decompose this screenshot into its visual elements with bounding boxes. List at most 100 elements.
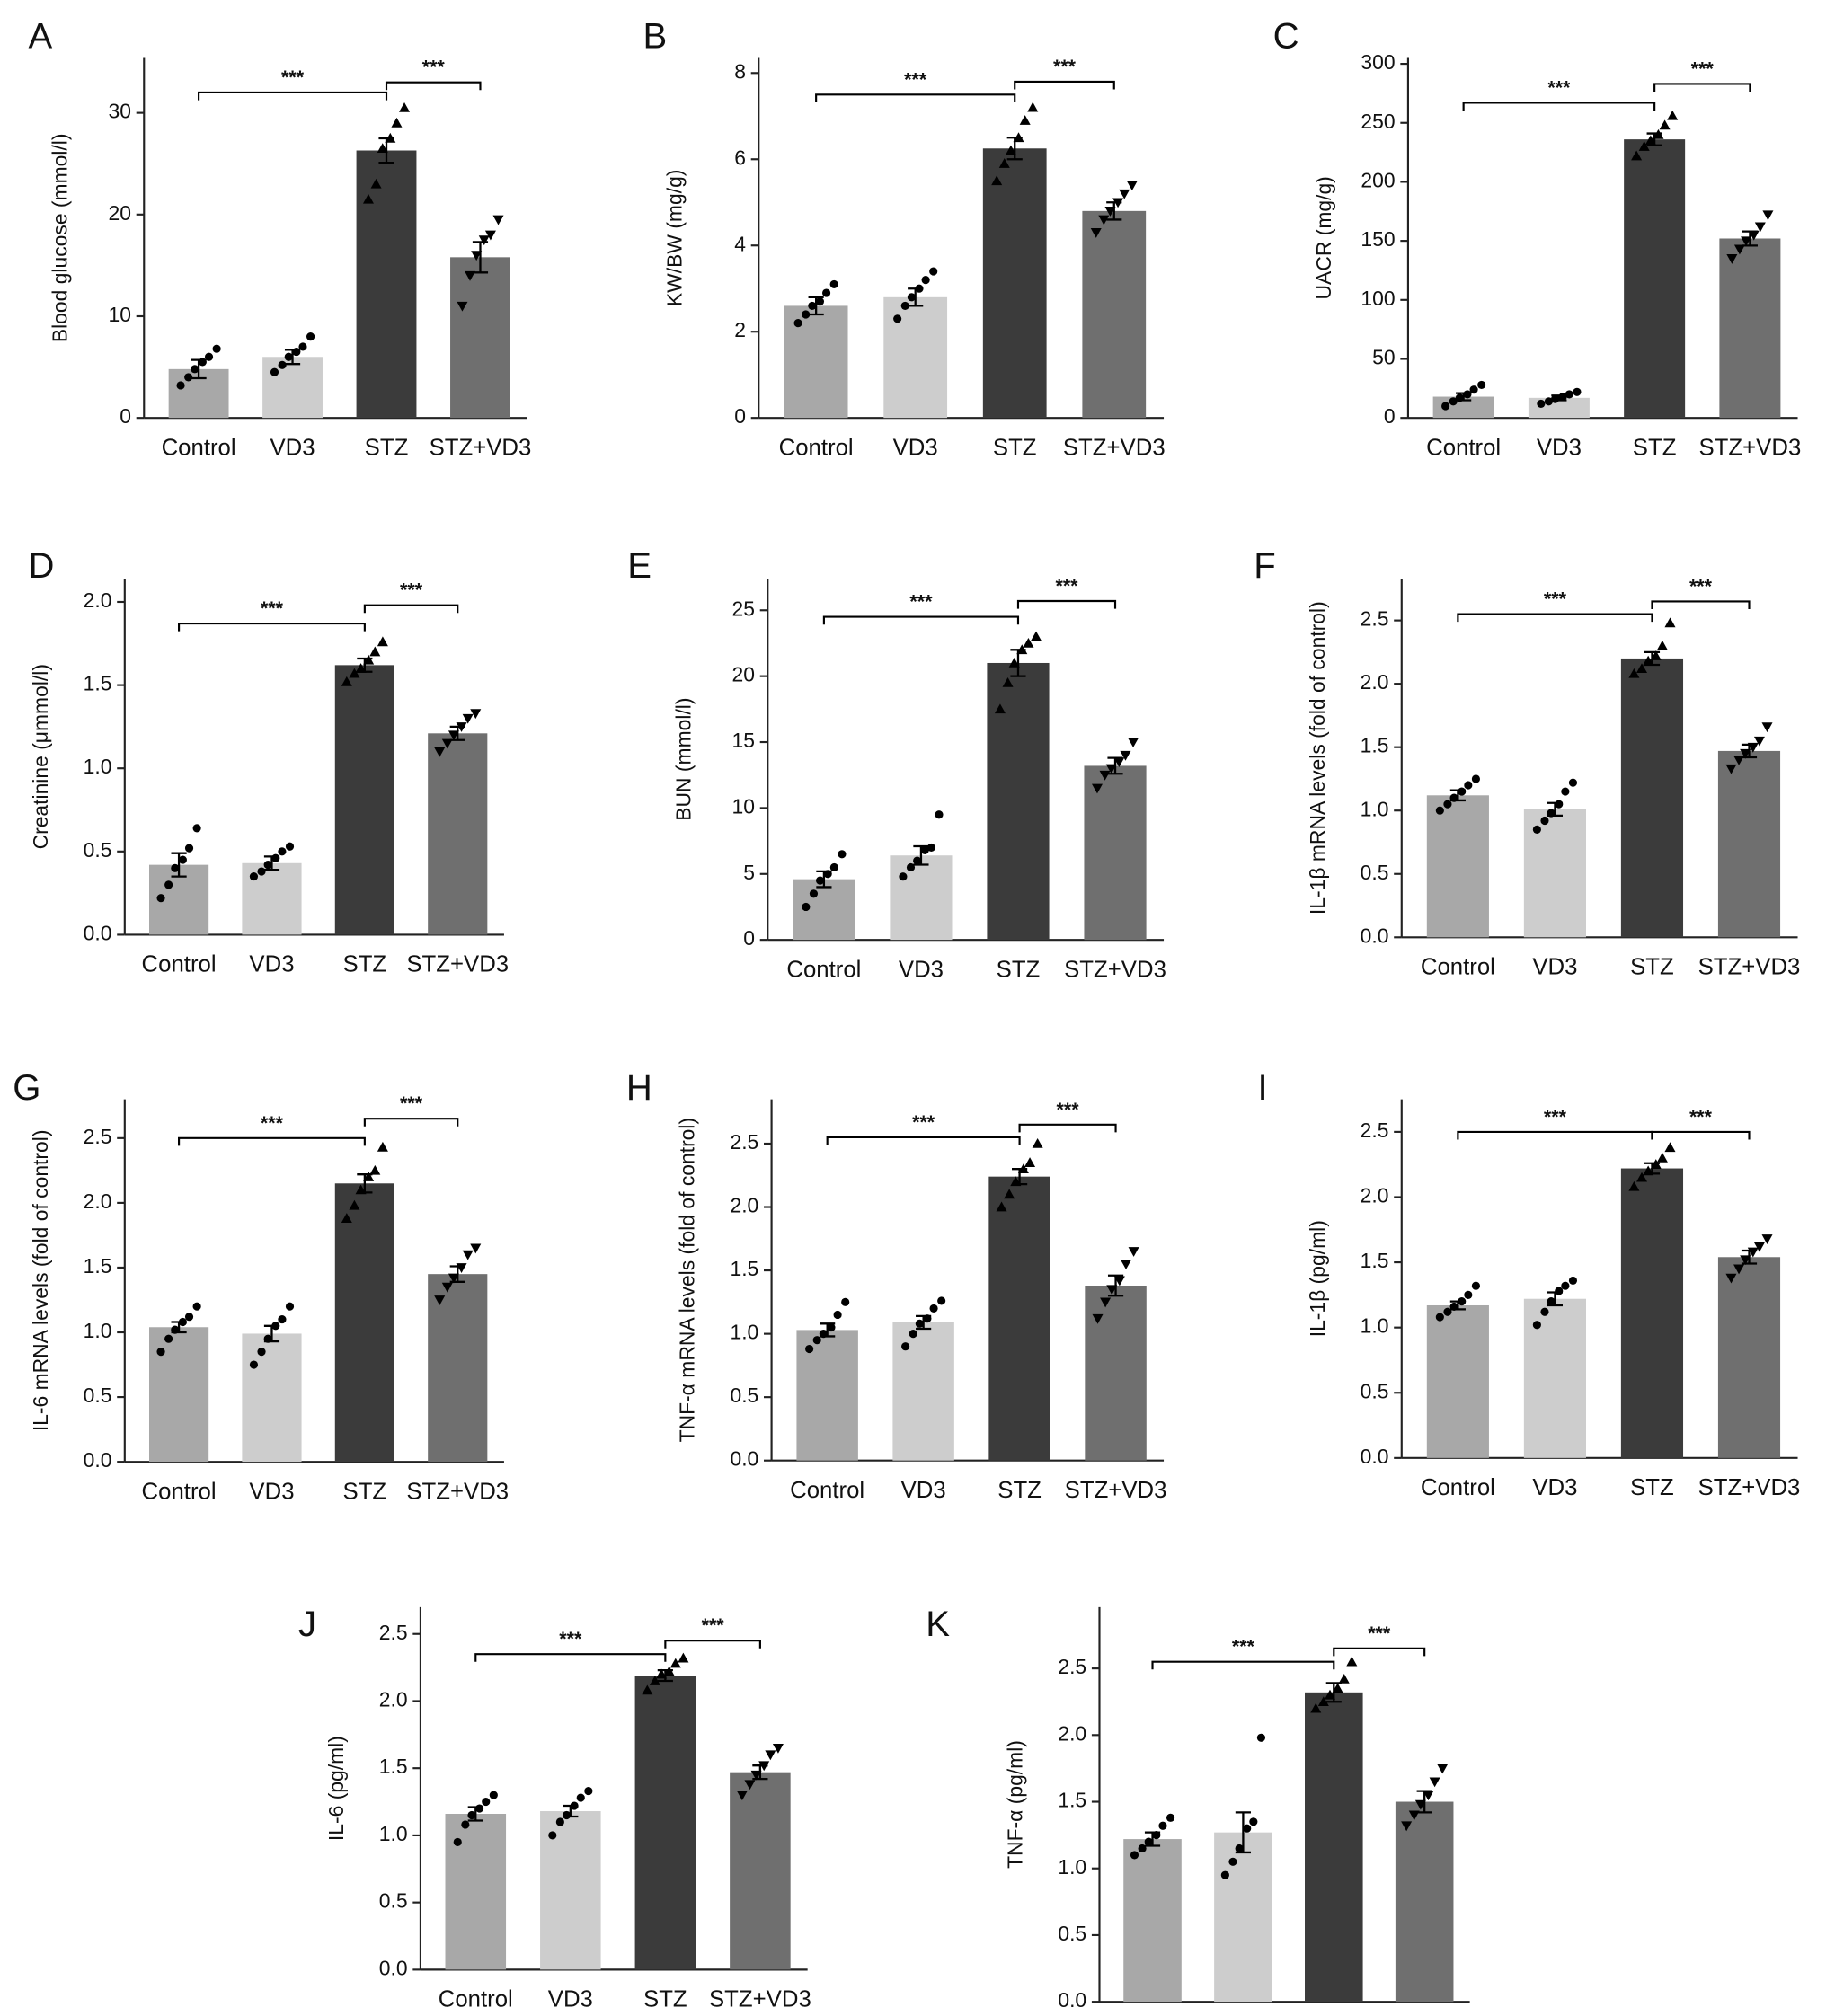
significance-label: *** [400, 1092, 423, 1114]
data-point [736, 1791, 748, 1801]
data-point [370, 178, 382, 189]
data-point [257, 867, 266, 876]
data-point [1636, 663, 1648, 674]
data-point [385, 132, 396, 143]
panel-letter: A [28, 17, 52, 57]
y-tick-label: 10 [732, 794, 755, 818]
data-point [156, 894, 165, 903]
data-point [270, 367, 279, 376]
bar [1123, 1839, 1182, 2003]
data-point [1027, 102, 1039, 112]
x-tick-label: STZ [643, 1987, 687, 2012]
data-point [802, 310, 811, 319]
data-point [576, 1793, 585, 1802]
y-axis-label: UACR (mg/g) [1312, 176, 1335, 299]
data-point [1547, 809, 1556, 818]
significance-bracket [385, 81, 482, 91]
data-point [198, 358, 207, 367]
x-tick-label: STZ+VD3 [430, 435, 532, 460]
significance-bracket [1016, 599, 1117, 609]
data-point [841, 1297, 850, 1306]
data-point [1638, 141, 1650, 151]
y-tick-label: 2.5 [84, 1125, 112, 1148]
y-tick-label: 0.0 [1361, 924, 1389, 947]
data-point [1561, 1281, 1570, 1290]
significance-label: *** [400, 579, 423, 601]
data-point [1441, 402, 1450, 411]
data-point [1455, 393, 1464, 402]
data-point [377, 143, 388, 154]
data-point [1464, 1290, 1473, 1299]
y-tick-label: 20 [109, 201, 131, 225]
data-point [1128, 738, 1139, 748]
y-tick-label: 2.0 [84, 588, 112, 612]
bar [987, 662, 1050, 941]
y-tick-label: 1.5 [1361, 1249, 1389, 1272]
y-tick-label: 2.0 [379, 1688, 408, 1711]
significance-bracket [822, 615, 1020, 625]
data-point [1113, 757, 1125, 768]
data-point [678, 1652, 689, 1663]
data-point [915, 1319, 924, 1328]
bar [1717, 750, 1781, 938]
data-point [923, 1314, 932, 1323]
data-point [164, 880, 173, 889]
data-point [1004, 1189, 1015, 1199]
data-point [482, 1797, 491, 1807]
data-point [935, 810, 944, 819]
y-tick-label: 1.5 [84, 1254, 112, 1278]
y-axis-label: Creatinine (μmmol/l) [29, 664, 52, 849]
data-point [1005, 145, 1016, 155]
data-point [929, 267, 938, 276]
y-tick-label: 10 [109, 303, 131, 326]
bar [1620, 1168, 1684, 1458]
y-tick-label: 1.0 [84, 1319, 112, 1342]
data-point [1401, 1821, 1413, 1832]
data-point [461, 1820, 470, 1829]
error-bar [1235, 1811, 1251, 1854]
data-point [1130, 1851, 1139, 1860]
panel-letter: B [643, 17, 667, 57]
data-point [822, 288, 831, 297]
data-point [1469, 385, 1478, 394]
data-point [901, 1342, 910, 1351]
data-point [1119, 189, 1130, 199]
significance-bracket [1457, 1130, 1653, 1140]
y-axis-label: BUN (mmol/l) [671, 697, 695, 820]
x-tick-label: STZ [343, 1479, 387, 1504]
bar [242, 1333, 302, 1463]
bar [883, 296, 948, 419]
y-tick-label: 2.5 [379, 1621, 408, 1644]
data-point [1659, 119, 1671, 130]
bar [634, 1676, 696, 1970]
data-point [1235, 1844, 1244, 1853]
data-point [363, 654, 375, 665]
bar [1620, 658, 1684, 938]
data-point [470, 1243, 482, 1254]
y-tick-label: 4 [734, 232, 746, 255]
data-point [1726, 254, 1738, 264]
data-point [467, 1810, 476, 1820]
x-tick-label: VD3 [899, 957, 944, 982]
y-tick-label: 0.0 [1058, 1988, 1086, 2012]
data-point [306, 332, 315, 341]
panel-letter: H [626, 1068, 652, 1108]
data-point [1733, 755, 1745, 765]
data-point [1158, 1821, 1167, 1830]
data-point [1243, 1824, 1252, 1833]
y-tick-label: 0.5 [1361, 1379, 1389, 1402]
panel-letter: C [1273, 17, 1299, 57]
data-point [271, 1322, 280, 1331]
data-point [1138, 1844, 1147, 1853]
data-point [1435, 806, 1444, 815]
x-tick-label: VD3 [1537, 435, 1582, 460]
significance-label: *** [559, 1628, 582, 1649]
data-point [1126, 181, 1138, 191]
data-point [1128, 1247, 1139, 1257]
y-axis-label: IL-6 mRNA levels (fold of control) [29, 1130, 52, 1432]
x-tick-label: STZ [1630, 1475, 1674, 1500]
bar [1426, 795, 1489, 938]
data-point [434, 747, 446, 757]
y-axis-label: IL-6 (pg/ml) [324, 1736, 348, 1841]
data-point [750, 1770, 762, 1781]
